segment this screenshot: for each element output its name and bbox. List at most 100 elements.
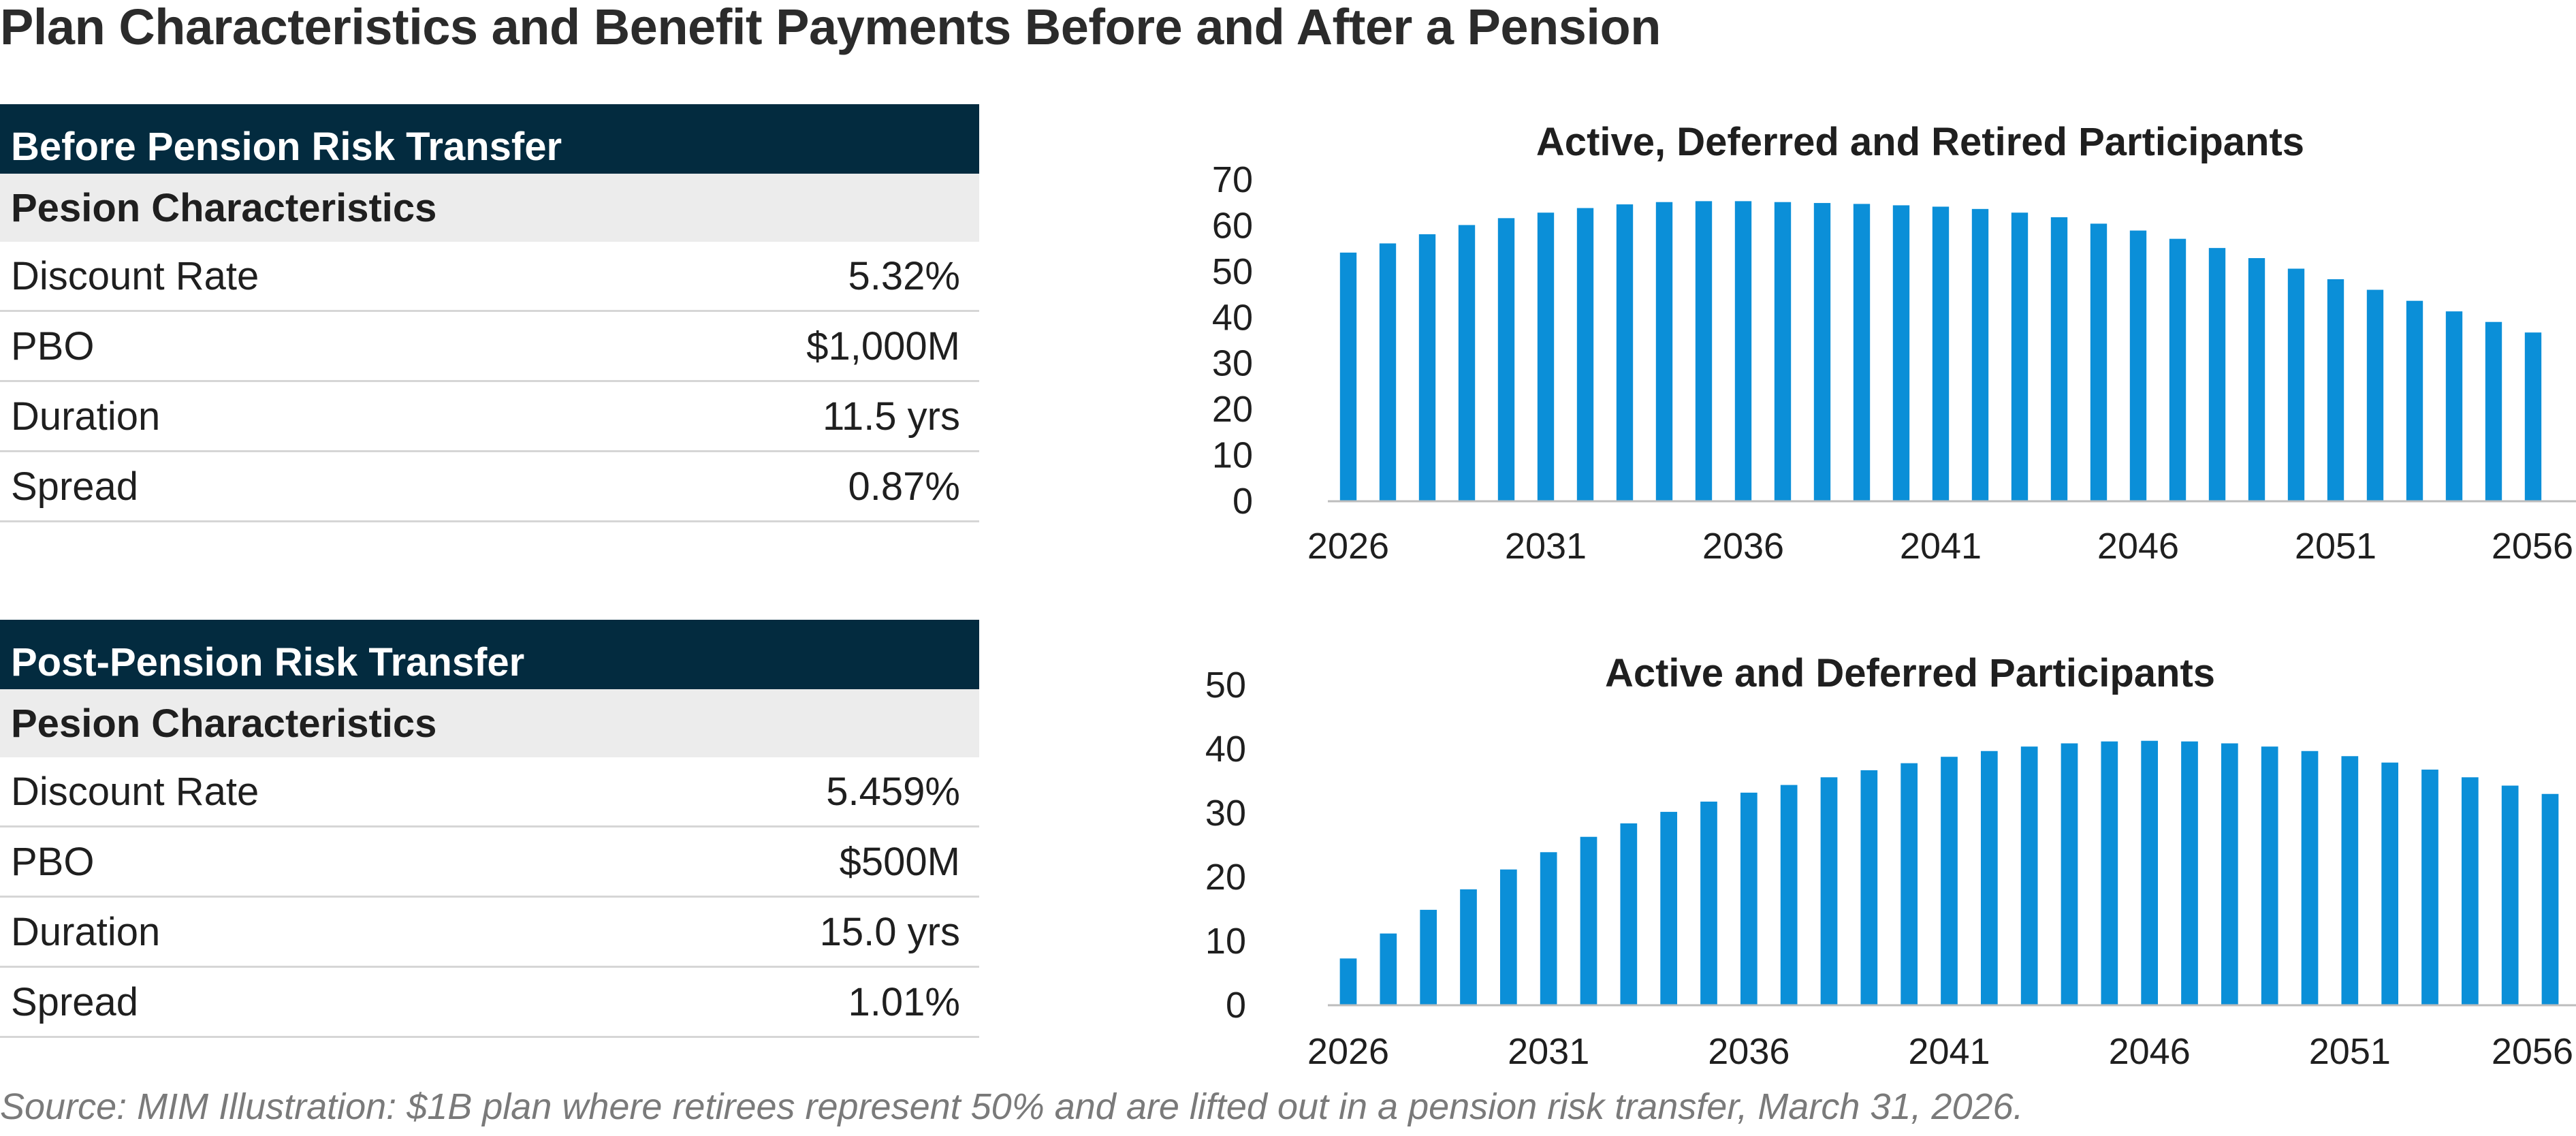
bar-2032 [1576,208,1594,501]
bar-2040 [1892,205,1910,501]
bar-2046 [2129,230,2147,501]
x-tick-label: 2041 [1908,1031,1990,1072]
row-value: 5.459% [826,769,960,814]
bar-2051 [2341,756,2359,1005]
bar-2031 [1537,212,1555,501]
table-subheader: Pesion Characteristics [0,174,979,242]
y-axis-ticks: 0 10 20 30 40 50 [1205,665,1246,1026]
table-row-spread: Spread 1.01% [0,968,979,1038]
bars [1339,201,2542,501]
y-tick-label: 0 [1226,985,1246,1026]
bar-2039 [1860,770,1878,1005]
bar-2054 [2461,777,2479,1005]
x-tick-label: 2026 [1307,1031,1389,1072]
bar-2041 [1941,757,1958,1005]
bar-2052 [2381,762,2399,1005]
all-participants-chart: Active, Deferred and Retired Participant… [1212,120,2576,567]
y-tick-label: 10 [1212,435,1253,476]
table-row-pbo: PBO $500M [0,827,979,898]
row-label: Duration [11,909,161,954]
bar-2040 [1901,763,1918,1005]
bar-2044 [2050,217,2068,501]
x-tick-label: 2031 [1505,526,1587,567]
bar-2028 [1418,234,1436,501]
bar-2041 [1932,206,1950,501]
bar-2029 [1458,225,1476,501]
bar-2039 [1853,204,1871,501]
x-tick-label: 2051 [2309,1031,2391,1072]
bar-2033 [1620,823,1638,1005]
bar-2032 [1580,836,1597,1005]
table-row-spread: Spread 0.87% [0,452,979,522]
bar-2052 [2366,289,2384,501]
bar-2038 [1820,777,1838,1005]
bar-2031 [1540,852,1557,1005]
bar-2026 [1339,252,1357,501]
bar-2035 [1700,802,1717,1005]
bar-2026 [1339,958,1357,1005]
y-tick-label: 20 [1212,389,1253,430]
bar-2030 [1497,218,1515,501]
bar-2037 [1780,785,1798,1005]
table-subheader: Pesion Characteristics [0,689,979,757]
row-label: Discount Rate [11,253,259,298]
x-tick-label: 2026 [1307,526,1389,567]
row-value: 15.0 yrs [819,909,960,954]
bar-2035 [1695,201,1713,501]
row-value: 1.01% [848,979,960,1024]
x-tick-label: 2031 [1508,1031,1589,1072]
bar-2053 [2406,300,2423,501]
bar-2049 [2261,746,2278,1005]
row-label: Discount Rate [11,769,259,814]
x-tick-label: 2046 [2109,1031,2191,1072]
chart-title: Active and Deferred Participants [1605,651,2215,695]
bar-2030 [1499,869,1517,1005]
table-row-discount-rate: Discount Rate 5.459% [0,757,979,827]
active-deferred-chart: Active and Deferred Participants 0 10 20 30… [1205,651,2576,1072]
table-row-duration: Duration 15.0 yrs [0,898,979,968]
x-tick-label: 2056 [2492,526,2573,567]
bar-2055 [2485,321,2502,501]
table-row-pbo: PBO $1,000M [0,312,979,382]
bar-2050 [2287,268,2305,501]
row-value: 0.87% [848,464,960,509]
bar-2034 [1655,202,1673,501]
row-value: $1,000M [806,324,960,368]
row-label: PBO [11,839,95,884]
bar-2033 [1616,204,1634,501]
row-value: 11.5 yrs [822,394,960,439]
x-tick-label: 2056 [2492,1031,2573,1072]
bar-2038 [1813,203,1831,501]
table-row-discount-rate: Discount Rate 5.32% [0,242,979,312]
bar-2050 [2301,751,2319,1005]
source-note: Source: MIM Illustration: $1B plan where… [0,1086,2024,1127]
bar-2037 [1774,202,1792,501]
bar-2028 [1420,909,1437,1005]
table-header: Before Pension Risk Transfer [0,104,979,174]
bar-2044 [2061,743,2078,1005]
bar-2056 [2541,793,2559,1005]
bar-2043 [2011,212,2029,501]
bar-2029 [1460,889,1477,1005]
bar-2051 [2327,279,2344,501]
y-tick-label: 30 [1212,343,1253,384]
y-tick-label: 70 [1212,159,1253,200]
x-tick-label: 2046 [2097,526,2179,567]
bar-2056 [2524,332,2542,501]
x-axis-ticks: 2026 2031 2036 2041 2046 2051 2056 [1307,1031,2573,1072]
bar-2027 [1379,243,1397,501]
x-tick-label: 2036 [1708,1031,1790,1072]
row-value: 5.32% [848,253,960,298]
row-label: PBO [11,324,95,368]
bar-2053 [2421,770,2438,1005]
bar-2054 [2445,311,2463,501]
row-label: Duration [11,394,161,439]
bar-2048 [2208,248,2226,501]
bar-2043 [2020,746,2038,1005]
table-header: Post-Pension Risk Transfer [0,620,979,689]
y-tick-label: 30 [1205,793,1246,834]
bars [1339,740,2559,1005]
table-row-duration: Duration 11.5 yrs [0,382,979,452]
before-transfer-table: Before Pension Risk Transfer Pesion Char… [0,104,979,522]
y-tick-label: 10 [1205,921,1246,962]
